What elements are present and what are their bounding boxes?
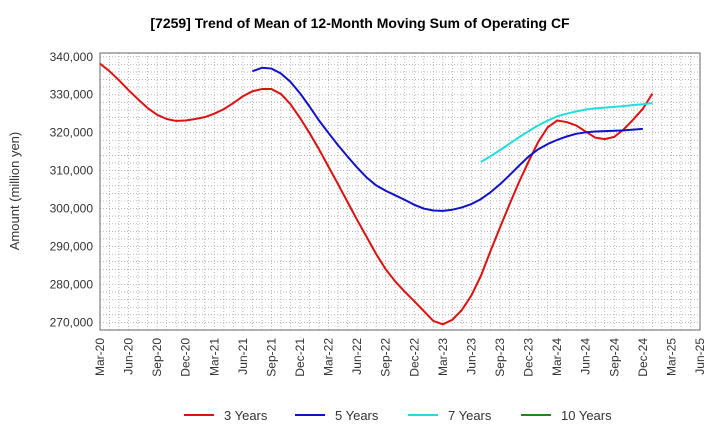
x-tick-label: Mar-20: [93, 338, 107, 376]
x-tick-label: Dec-21: [293, 338, 307, 377]
y-tick-label: 280,000: [50, 277, 94, 291]
series-line-3-years: [99, 62, 654, 326]
x-tick-label: Dec-20: [179, 338, 193, 377]
y-tick-label: 340,000: [50, 50, 94, 64]
legend: 3 Years 5 Years 7 Years 10 Years: [184, 408, 612, 423]
x-tick-label: Sep-24: [607, 338, 621, 377]
x-tick-label: Dec-24: [636, 338, 650, 377]
legend-label: 10 Years: [561, 408, 612, 423]
x-tick-label: Mar-21: [207, 338, 221, 376]
y-tick-label: 270,000: [50, 315, 94, 329]
y-tick-label: 290,000: [50, 240, 94, 254]
x-tick-label: Jun-24: [579, 338, 593, 375]
y-tick-label: 320,000: [50, 126, 94, 140]
x-tick-label: Sep-20: [150, 338, 164, 377]
x-tick-label: Jun-21: [236, 338, 250, 375]
legend-label: 7 Years: [448, 408, 492, 423]
x-tick-label: Mar-24: [550, 338, 564, 376]
y-tick-label: 310,000: [50, 164, 94, 178]
x-tick-label: Dec-22: [407, 338, 421, 377]
grid: [100, 53, 700, 331]
legend-label: 5 Years: [335, 408, 379, 423]
series-line-7-years: [480, 102, 653, 163]
y-axis-ticks: 270,000 280,000 290,000 300,000 310,000 320,0…: [50, 50, 94, 330]
y-axis-label: Amount (million yen): [7, 132, 22, 251]
x-tick-label: Mar-25: [664, 338, 678, 376]
plot-frame: [99, 52, 701, 331]
series-line-5-years: [252, 66, 643, 212]
x-tick-label: Sep-23: [493, 338, 507, 377]
x-tick-label: Dec-23: [522, 338, 536, 377]
x-tick-label: Sep-21: [264, 338, 278, 377]
y-tick-label: 300,000: [50, 202, 94, 216]
x-tick-label: Sep-22: [379, 338, 393, 377]
x-tick-label: Jun-20: [122, 338, 136, 375]
x-tick-label: Jun-22: [350, 338, 364, 375]
x-tick-label: Jun-23: [464, 338, 478, 375]
legend-label: 3 Years: [224, 408, 268, 423]
x-tick-label: Mar-22: [322, 338, 336, 376]
x-tick-label: Mar-23: [436, 338, 450, 376]
x-tick-label: Jun-25: [693, 338, 707, 375]
x-axis-ticks: Mar-20 Jun-20 Sep-20 Dec-20 Mar-21 Jun-21 Sep-…: [93, 338, 707, 377]
chart-title: [7259] Trend of Mean of 12-Month Moving …: [150, 15, 570, 31]
series-lines: [99, 62, 654, 326]
y-tick-label: 330,000: [50, 88, 94, 102]
